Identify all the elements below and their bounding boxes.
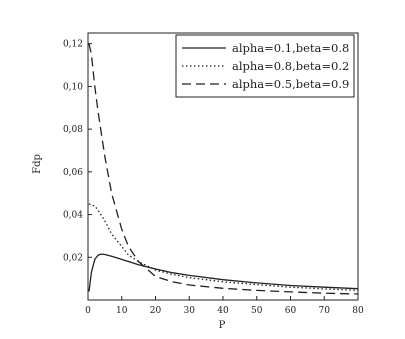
series-line-1 [88, 253, 359, 292]
y-tick-label: 0,08 [63, 125, 83, 135]
x-axis-ticks: 0 10 20 30 40 50 60 70 80 [85, 296, 364, 316]
y-tick-label: 0,02 [63, 253, 83, 263]
x-tick-label: 40 [217, 306, 229, 316]
legend-label-3: alpha=0.5,beta=0.9 [232, 77, 349, 91]
y-axis-ticks: 0,02 0,04 0,06 0,08 0,10 0,12 [63, 40, 92, 263]
legend-label-2: alpha=0.8,beta=0.2 [232, 59, 349, 73]
x-tick-label: 20 [150, 306, 162, 316]
x-tick-label: 0 [85, 306, 91, 316]
legend: alpha=0.1,beta=0.8 alpha=0.8,beta=0.2 alph… [175, 34, 355, 98]
y-tick-label: 0,10 [63, 82, 83, 92]
y-tick-label: 0,04 [63, 211, 83, 221]
x-tick-label: 10 [116, 306, 128, 316]
legend-box [175, 34, 355, 98]
x-tick-label: 60 [285, 306, 297, 316]
legend-items: alpha=0.1,beta=0.8 alpha=0.8,beta=0.2 alph… [182, 41, 349, 91]
x-axis-label: P [219, 320, 226, 331]
y-tick-label: 0,12 [63, 40, 83, 50]
y-tick-label: 0,06 [63, 168, 83, 178]
legend-label-1: alpha=0.1,beta=0.8 [232, 41, 349, 55]
series-layer [88, 43, 359, 295]
y-axis-label: Fdp [32, 154, 43, 174]
x-tick-label: 30 [184, 306, 196, 316]
x-tick-label: 50 [251, 306, 263, 316]
x-tick-label: 70 [319, 306, 331, 316]
x-tick-label: 80 [352, 306, 364, 316]
series-line-3 [88, 43, 359, 295]
series-line-2 [88, 203, 359, 292]
